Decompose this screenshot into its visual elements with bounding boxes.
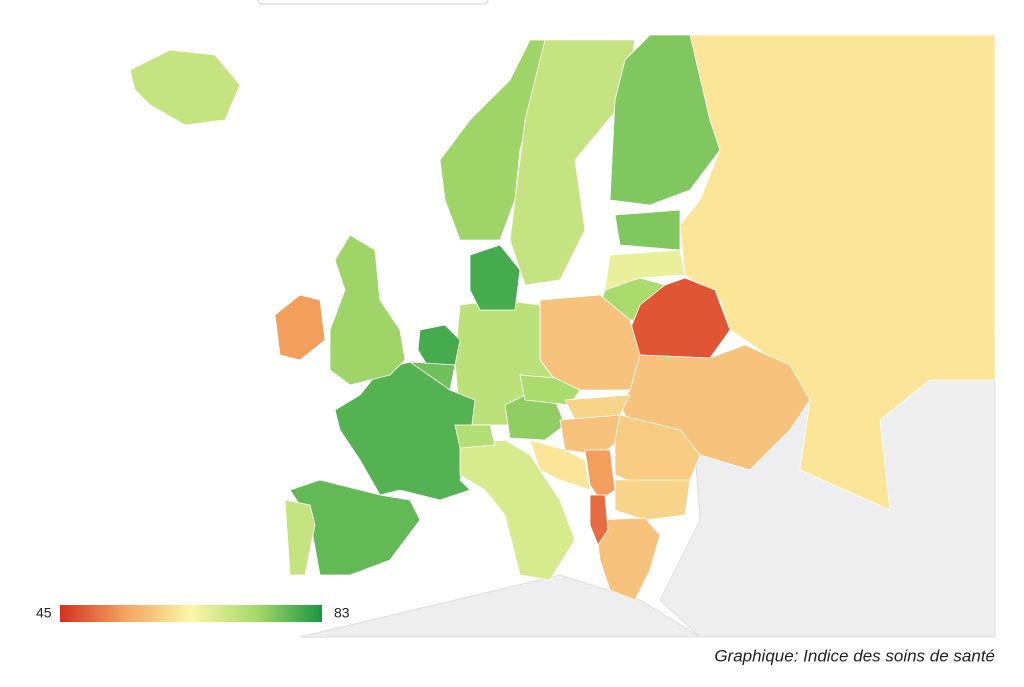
country[interactable] <box>439 39 551 241</box>
legend-max: 83 <box>334 605 350 621</box>
caption: Graphique: Indice des soins de santé <box>714 646 995 665</box>
country[interactable] <box>604 249 686 291</box>
no-data-land <box>299 574 702 638</box>
country[interactable] <box>509 39 636 286</box>
country[interactable] <box>274 294 326 361</box>
country[interactable] <box>469 244 521 311</box>
country[interactable] <box>519 374 581 406</box>
country[interactable] <box>454 424 496 449</box>
country[interactable] <box>584 449 616 501</box>
country[interactable] <box>329 234 406 386</box>
country[interactable] <box>129 49 241 126</box>
country[interactable] <box>459 439 576 581</box>
legend-min: 45 <box>36 605 52 621</box>
country[interactable] <box>289 479 421 576</box>
country[interactable] <box>559 414 621 456</box>
country[interactable] <box>529 439 591 491</box>
country[interactable] <box>679 34 996 511</box>
country[interactable] <box>614 209 681 251</box>
country[interactable] <box>284 499 316 576</box>
country[interactable] <box>589 494 609 546</box>
country[interactable] <box>594 517 661 601</box>
search-box[interactable] <box>257 0 489 5</box>
countries <box>129 34 996 601</box>
country[interactable] <box>614 479 691 521</box>
legend-gradient <box>60 605 322 622</box>
